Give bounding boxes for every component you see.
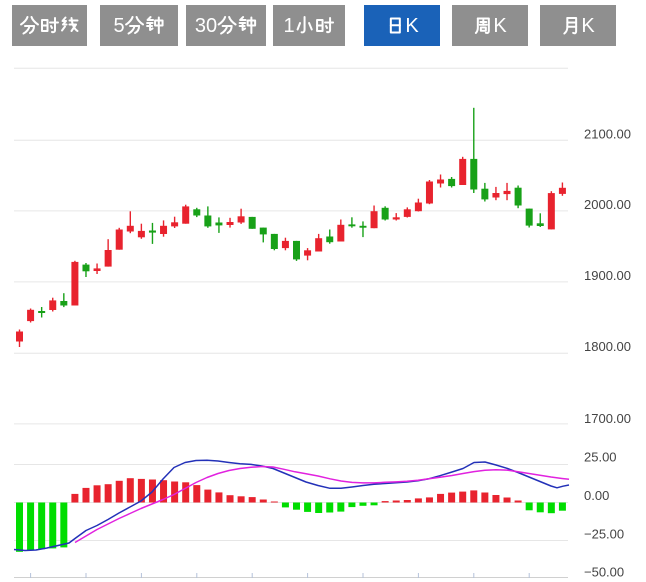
svg-text:5: 5 [113,15,124,37]
svg-text:K: K [581,15,595,37]
svg-text:3: 3 [195,15,206,37]
svg-text:1: 1 [283,15,294,37]
svg-text:2100.00: 2100.00 [584,127,631,142]
svg-text:K: K [493,15,507,37]
svg-text:1800.00: 1800.00 [584,339,631,354]
svg-text:−50.00: −50.00 [584,565,624,580]
svg-text:25.00: 25.00 [584,450,617,465]
svg-text:1900.00: 1900.00 [584,268,631,283]
svg-text:0: 0 [206,15,217,37]
svg-text:K: K [405,15,419,37]
svg-text:0.00: 0.00 [584,488,609,503]
svg-text:1700.00: 1700.00 [584,411,631,426]
svg-text:−25.00: −25.00 [584,527,624,542]
svg-text:2000.00: 2000.00 [584,197,631,212]
